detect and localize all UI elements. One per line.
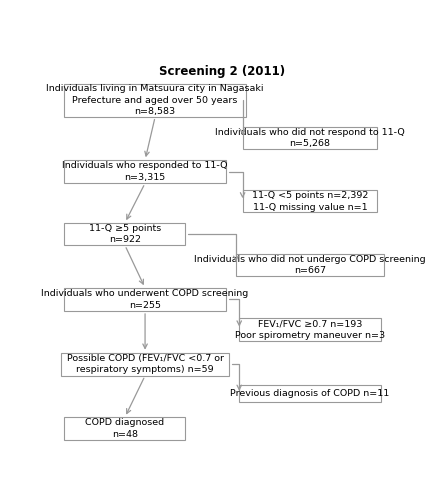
Text: 11-Q <5 points n=2,392
11-Q missing value n=1: 11-Q <5 points n=2,392 11-Q missing valu…	[252, 191, 368, 212]
FancyBboxPatch shape	[64, 84, 246, 117]
Text: Individuals who did not undergo COPD screening
n=667: Individuals who did not undergo COPD scr…	[194, 254, 426, 275]
FancyBboxPatch shape	[64, 418, 185, 440]
FancyBboxPatch shape	[243, 127, 377, 150]
FancyBboxPatch shape	[61, 352, 229, 376]
Text: Individuals who did not respond to 11-Q
n=5,268: Individuals who did not respond to 11-Q …	[215, 128, 405, 148]
Text: Screening 2 (2011): Screening 2 (2011)	[159, 65, 286, 78]
Text: Previous diagnosis of COPD n=11: Previous diagnosis of COPD n=11	[230, 390, 389, 398]
FancyBboxPatch shape	[236, 254, 384, 276]
FancyBboxPatch shape	[64, 160, 226, 183]
Text: Individuals living in Matsuura city in Nagasaki
Prefecture and aged over 50 year: Individuals living in Matsuura city in N…	[46, 84, 264, 116]
FancyBboxPatch shape	[243, 190, 377, 212]
FancyBboxPatch shape	[239, 318, 381, 340]
Text: FEV₁/FVC ≥0.7 n=193
Poor spirometry maneuver n=3: FEV₁/FVC ≥0.7 n=193 Poor spirometry mane…	[235, 320, 385, 340]
Text: Possible COPD (FEV₁/FVC <0.7 or
respiratory symptoms) n=59: Possible COPD (FEV₁/FVC <0.7 or respirat…	[66, 354, 224, 374]
FancyBboxPatch shape	[64, 288, 226, 311]
Text: Individuals who responded to 11-Q
n=3,315: Individuals who responded to 11-Q n=3,31…	[62, 162, 228, 182]
Text: 11-Q ≥5 points
n=922: 11-Q ≥5 points n=922	[89, 224, 161, 244]
Text: COPD diagnosed
n=48: COPD diagnosed n=48	[85, 418, 164, 438]
Text: Individuals who underwent COPD screening
n=255: Individuals who underwent COPD screening…	[41, 289, 249, 310]
FancyBboxPatch shape	[64, 223, 185, 245]
FancyBboxPatch shape	[239, 386, 381, 402]
